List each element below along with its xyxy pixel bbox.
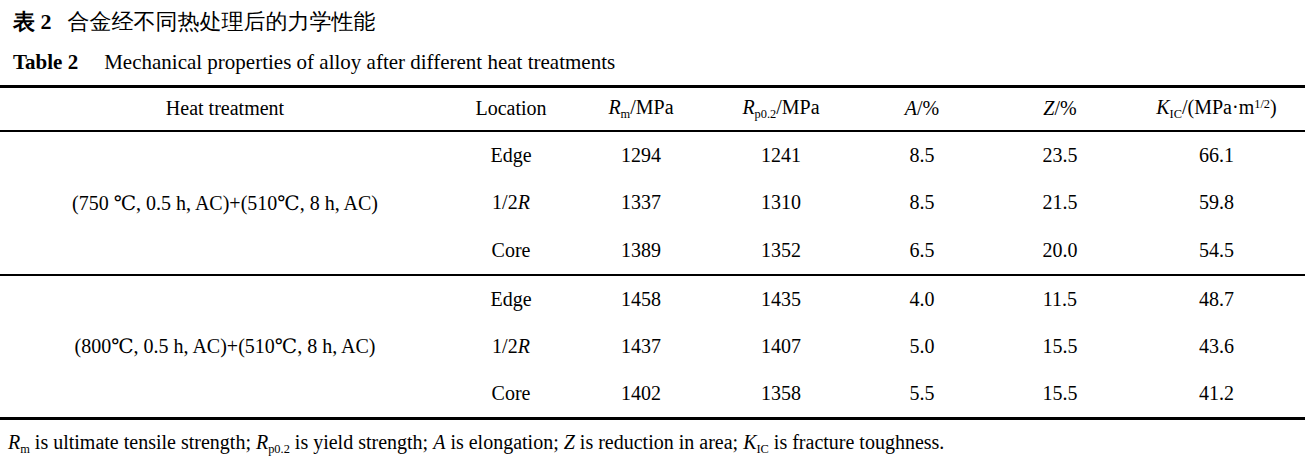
location-symbol: R — [518, 191, 530, 213]
column-header-location: Location — [450, 87, 572, 131]
z-symbol: Z — [1043, 97, 1054, 119]
kic-symbol: K — [1156, 96, 1169, 118]
rm-cell: 1402 — [572, 371, 710, 419]
elongation-cell: 4.0 — [852, 275, 992, 323]
kic-cell: 59.8 — [1128, 179, 1305, 227]
heat-treatment-cell-group2: (800℃, 0.5 h, AC)+(510℃, 8 h, AC) — [0, 275, 450, 419]
location-cell: 1/2R — [450, 323, 572, 371]
column-header-kic: KIC/(MPa·m1/2) — [1128, 87, 1305, 131]
location-cell: 1/2R — [450, 179, 572, 227]
location-text: 1/2 — [492, 191, 518, 213]
elongation-cell: 6.5 — [852, 227, 992, 275]
rp02-cell: 1435 — [710, 275, 852, 323]
footnote-text: is ultimate tensile strength; — [30, 431, 256, 453]
rm-cell: 1437 — [572, 323, 710, 371]
rm-symbol: R — [608, 96, 620, 118]
footnote-text: is reduction in area; — [575, 431, 743, 453]
a-unit: /% — [917, 97, 939, 119]
table-title-text-en: Mechanical properties of alloy after dif… — [104, 50, 615, 74]
kic-cell: 41.2 — [1128, 371, 1305, 419]
location-text: Edge — [490, 288, 531, 310]
table-row: (800℃, 0.5 h, AC)+(510℃, 8 h, AC) Edge 1… — [0, 275, 1305, 323]
header-row: Heat treatment Location Rm/MPa Rp0.2/MPa… — [0, 87, 1305, 131]
rp02-cell: 1352 — [710, 227, 852, 275]
column-header-elongation: A/% — [852, 87, 992, 131]
table-title-chinese: 表 2 合金经不同热处理后的力学性能 — [13, 8, 1305, 36]
footnote-text: is yield strength; — [290, 431, 433, 453]
z-unit: /% — [1054, 97, 1076, 119]
reduction-cell: 23.5 — [992, 131, 1128, 179]
location-text: Core — [492, 239, 531, 261]
footnote-rm-symbol: R — [8, 431, 20, 453]
elongation-cell: 8.5 — [852, 179, 992, 227]
kic-cell: 48.7 — [1128, 275, 1305, 323]
kic-cell: 43.6 — [1128, 323, 1305, 371]
location-cell: Core — [450, 371, 572, 419]
rm-unit: /MPa — [630, 96, 673, 118]
a-symbol: A — [905, 97, 917, 119]
rp02-symbol: R — [742, 96, 754, 118]
footnote-rp02-symbol: R — [256, 431, 268, 453]
footnote-text: is fracture toughness. — [769, 431, 945, 453]
table-row: (750 ℃, 0.5 h, AC)+(510℃, 8 h, AC) Edge … — [0, 131, 1305, 179]
location-text: Edge — [490, 144, 531, 166]
kic-unit: /(MPa·m — [1182, 96, 1254, 118]
elongation-cell: 5.0 — [852, 323, 992, 371]
footnote-z-symbol: Z — [564, 431, 575, 453]
kic-unit-close: ) — [1270, 96, 1277, 118]
table-number-label-cn: 表 2 — [13, 9, 52, 34]
table-title-text-cn: 合金经不同热处理后的力学性能 — [68, 9, 376, 34]
rm-cell: 1389 — [572, 227, 710, 275]
footnote-a-symbol: A — [433, 431, 445, 453]
rm-subscript: m — [621, 107, 631, 121]
location-symbol: R — [518, 335, 530, 357]
table-number-label-en: Table 2 — [13, 50, 78, 74]
rp02-cell: 1241 — [710, 131, 852, 179]
kic-cell: 54.5 — [1128, 227, 1305, 275]
rp02-subscript: p0.2 — [755, 107, 777, 121]
location-cell: Core — [450, 227, 572, 275]
rp02-unit: /MPa — [776, 96, 819, 118]
footnote-rp02-subscript: p0.2 — [268, 442, 290, 456]
elongation-cell: 5.5 — [852, 371, 992, 419]
footnote-kic-subscript: IC — [756, 442, 768, 456]
rp02-cell: 1310 — [710, 179, 852, 227]
reduction-cell: 15.5 — [992, 323, 1128, 371]
location-cell: Edge — [450, 275, 572, 323]
location-text: 1/2 — [492, 335, 518, 357]
column-header-rp02: Rp0.2/MPa — [710, 87, 852, 131]
rm-cell: 1294 — [572, 131, 710, 179]
column-header-rm: Rm/MPa — [572, 87, 710, 131]
rm-cell: 1337 — [572, 179, 710, 227]
rm-cell: 1458 — [572, 275, 710, 323]
rp02-cell: 1407 — [710, 323, 852, 371]
heat-treatment-cell-group1: (750 ℃, 0.5 h, AC)+(510℃, 8 h, AC) — [0, 131, 450, 275]
kic-subscript: IC — [1170, 107, 1182, 121]
footnote-rm-subscript: m — [20, 442, 30, 456]
reduction-cell: 20.0 — [992, 227, 1128, 275]
kic-exponent: 1/2 — [1254, 97, 1270, 111]
column-header-reduction: Z/% — [992, 87, 1128, 131]
column-header-heat-treatment: Heat treatment — [0, 87, 450, 131]
reduction-cell: 21.5 — [992, 179, 1128, 227]
footnote-text: is elongation; — [445, 431, 563, 453]
paper-table-figure: 表 2 合金经不同热处理后的力学性能 Table 2 Mechanical prop… — [0, 0, 1305, 467]
location-text: Core — [492, 382, 531, 404]
mechanical-properties-table: Heat treatment Location Rm/MPa Rp0.2/MPa… — [0, 85, 1305, 420]
table-title-english: Table 2 Mechanical properties of alloy af… — [13, 48, 1305, 76]
reduction-cell: 15.5 — [992, 371, 1128, 419]
elongation-cell: 8.5 — [852, 131, 992, 179]
kic-cell: 66.1 — [1128, 131, 1305, 179]
table-footnote: Rm is ultimate tensile strength; Rp0.2 i… — [8, 429, 1305, 462]
rp02-cell: 1358 — [710, 371, 852, 419]
reduction-cell: 11.5 — [992, 275, 1128, 323]
location-cell: Edge — [450, 131, 572, 179]
footnote-kic-symbol: K — [743, 431, 756, 453]
